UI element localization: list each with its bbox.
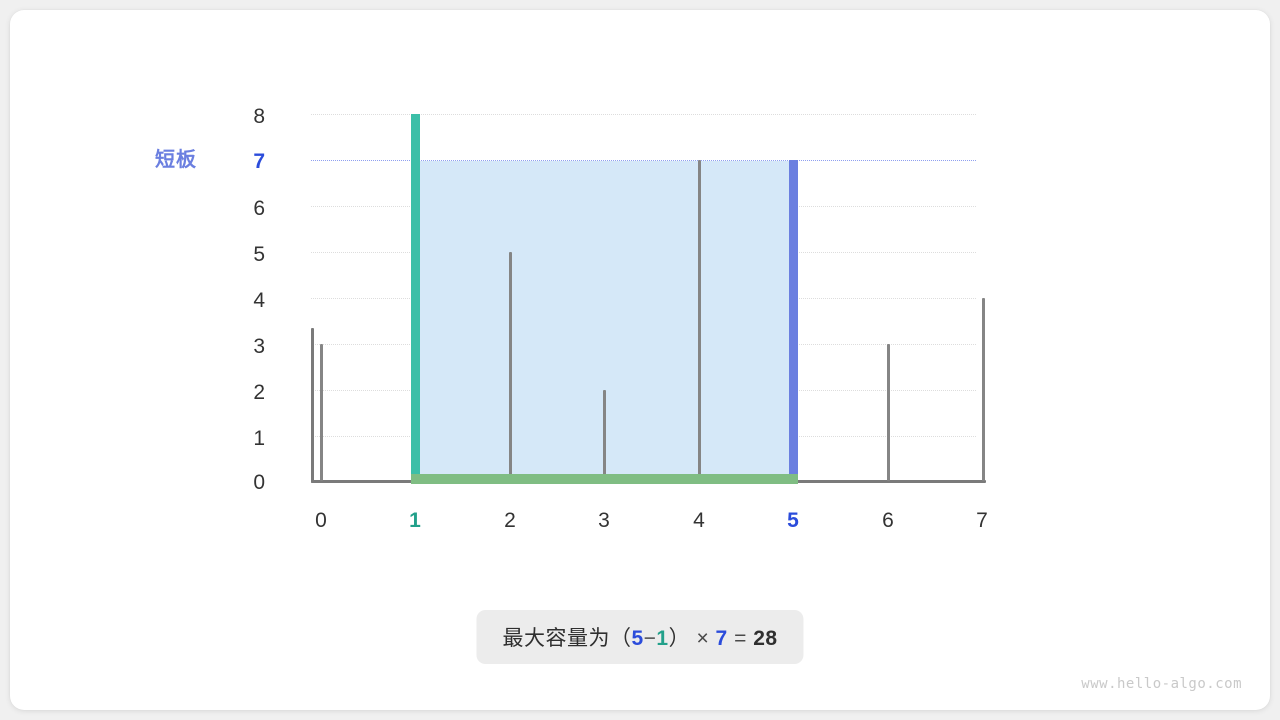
gridline-y8 [311, 114, 976, 115]
x-tick-3: 3 [598, 509, 610, 532]
figure-card: 8 7 6 5 4 3 2 1 0 0 1 2 3 4 5 6 7 短板 最大容… [10, 10, 1270, 710]
caption-right-index: 5 [631, 627, 644, 650]
caption-left-index: 1 [656, 627, 669, 650]
short-board-label: 短板 [155, 149, 197, 171]
bar-index-2 [509, 252, 512, 481]
bar-index-3 [603, 390, 606, 481]
bar-index-7 [982, 298, 985, 481]
caption-minus: − [643, 627, 657, 650]
y-tick-4: 4 [253, 289, 265, 312]
y-tick-0: 0 [253, 471, 265, 494]
bar-index-4 [698, 160, 701, 481]
caption-height: 7 [715, 627, 728, 650]
bar-index-0 [320, 344, 323, 481]
y-tick-2: 2 [253, 381, 265, 404]
y-tick-1: 1 [253, 427, 265, 450]
y-axis-line [311, 328, 314, 483]
x-tick-5: 5 [787, 509, 799, 532]
site-watermark: www.hello-algo.com [1081, 676, 1242, 692]
bar-index-5-right-pointer [789, 160, 798, 481]
y-tick-8: 8 [253, 105, 265, 128]
caption-equals: = [734, 627, 747, 650]
gridline-y7-accent [311, 160, 976, 161]
y-tick-5: 5 [253, 243, 265, 266]
x-tick-6: 6 [882, 509, 894, 532]
x-tick-4: 4 [693, 509, 705, 532]
caption-close-paren: ） [668, 627, 691, 650]
caption-result: 28 [753, 627, 778, 650]
caption-prefix: 最大容量为（ [502, 627, 632, 650]
capacity-base-line [411, 474, 798, 484]
y-tick-7: 7 [253, 150, 265, 173]
bar-index-1-left-pointer [411, 114, 420, 481]
x-tick-7: 7 [976, 509, 988, 532]
y-tick-6: 6 [253, 197, 265, 220]
bar-index-6 [887, 344, 890, 481]
x-tick-1: 1 [409, 509, 421, 532]
capacity-caption: 最大容量为（5−1） × 7 = 28 [476, 610, 804, 664]
x-tick-0: 0 [315, 509, 327, 532]
bar-chart-plot: 8 7 6 5 4 3 2 1 0 0 1 2 3 4 5 6 7 短板 [10, 10, 1270, 710]
y-tick-3: 3 [253, 335, 265, 358]
caption-times: × [696, 627, 710, 650]
x-tick-2: 2 [504, 509, 516, 532]
